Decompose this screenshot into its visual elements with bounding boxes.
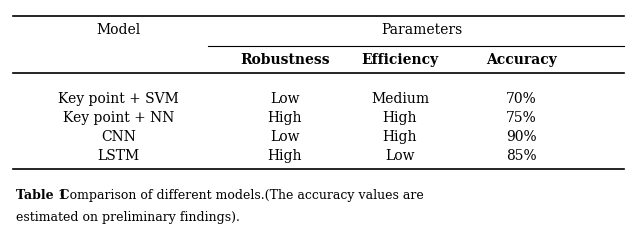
Text: Low: Low <box>385 150 415 163</box>
Text: High: High <box>268 150 302 163</box>
Text: 85%: 85% <box>506 150 537 163</box>
Text: Robustness: Robustness <box>240 53 330 66</box>
Text: Key point + SVM: Key point + SVM <box>58 92 179 106</box>
Text: High: High <box>383 111 417 125</box>
Text: Table 1: Table 1 <box>16 189 67 202</box>
Text: Efficiency: Efficiency <box>362 53 438 66</box>
Text: 75%: 75% <box>506 111 537 125</box>
Text: Parameters: Parameters <box>382 24 463 37</box>
Text: LSTM: LSTM <box>97 150 140 163</box>
Text: Comparison of different models.(The accuracy values are: Comparison of different models.(The accu… <box>52 189 424 202</box>
Text: Medium: Medium <box>371 92 429 106</box>
Text: 90%: 90% <box>506 130 537 144</box>
Text: Key point + NN: Key point + NN <box>63 111 174 125</box>
Text: Accuracy: Accuracy <box>486 53 557 66</box>
Text: Low: Low <box>270 130 300 144</box>
Text: CNN: CNN <box>101 130 136 144</box>
Text: High: High <box>268 111 302 125</box>
Text: High: High <box>383 130 417 144</box>
Text: Model: Model <box>96 24 141 37</box>
Text: Low: Low <box>270 92 300 106</box>
Text: estimated on preliminary findings).: estimated on preliminary findings). <box>16 211 240 224</box>
Text: 70%: 70% <box>506 92 537 106</box>
